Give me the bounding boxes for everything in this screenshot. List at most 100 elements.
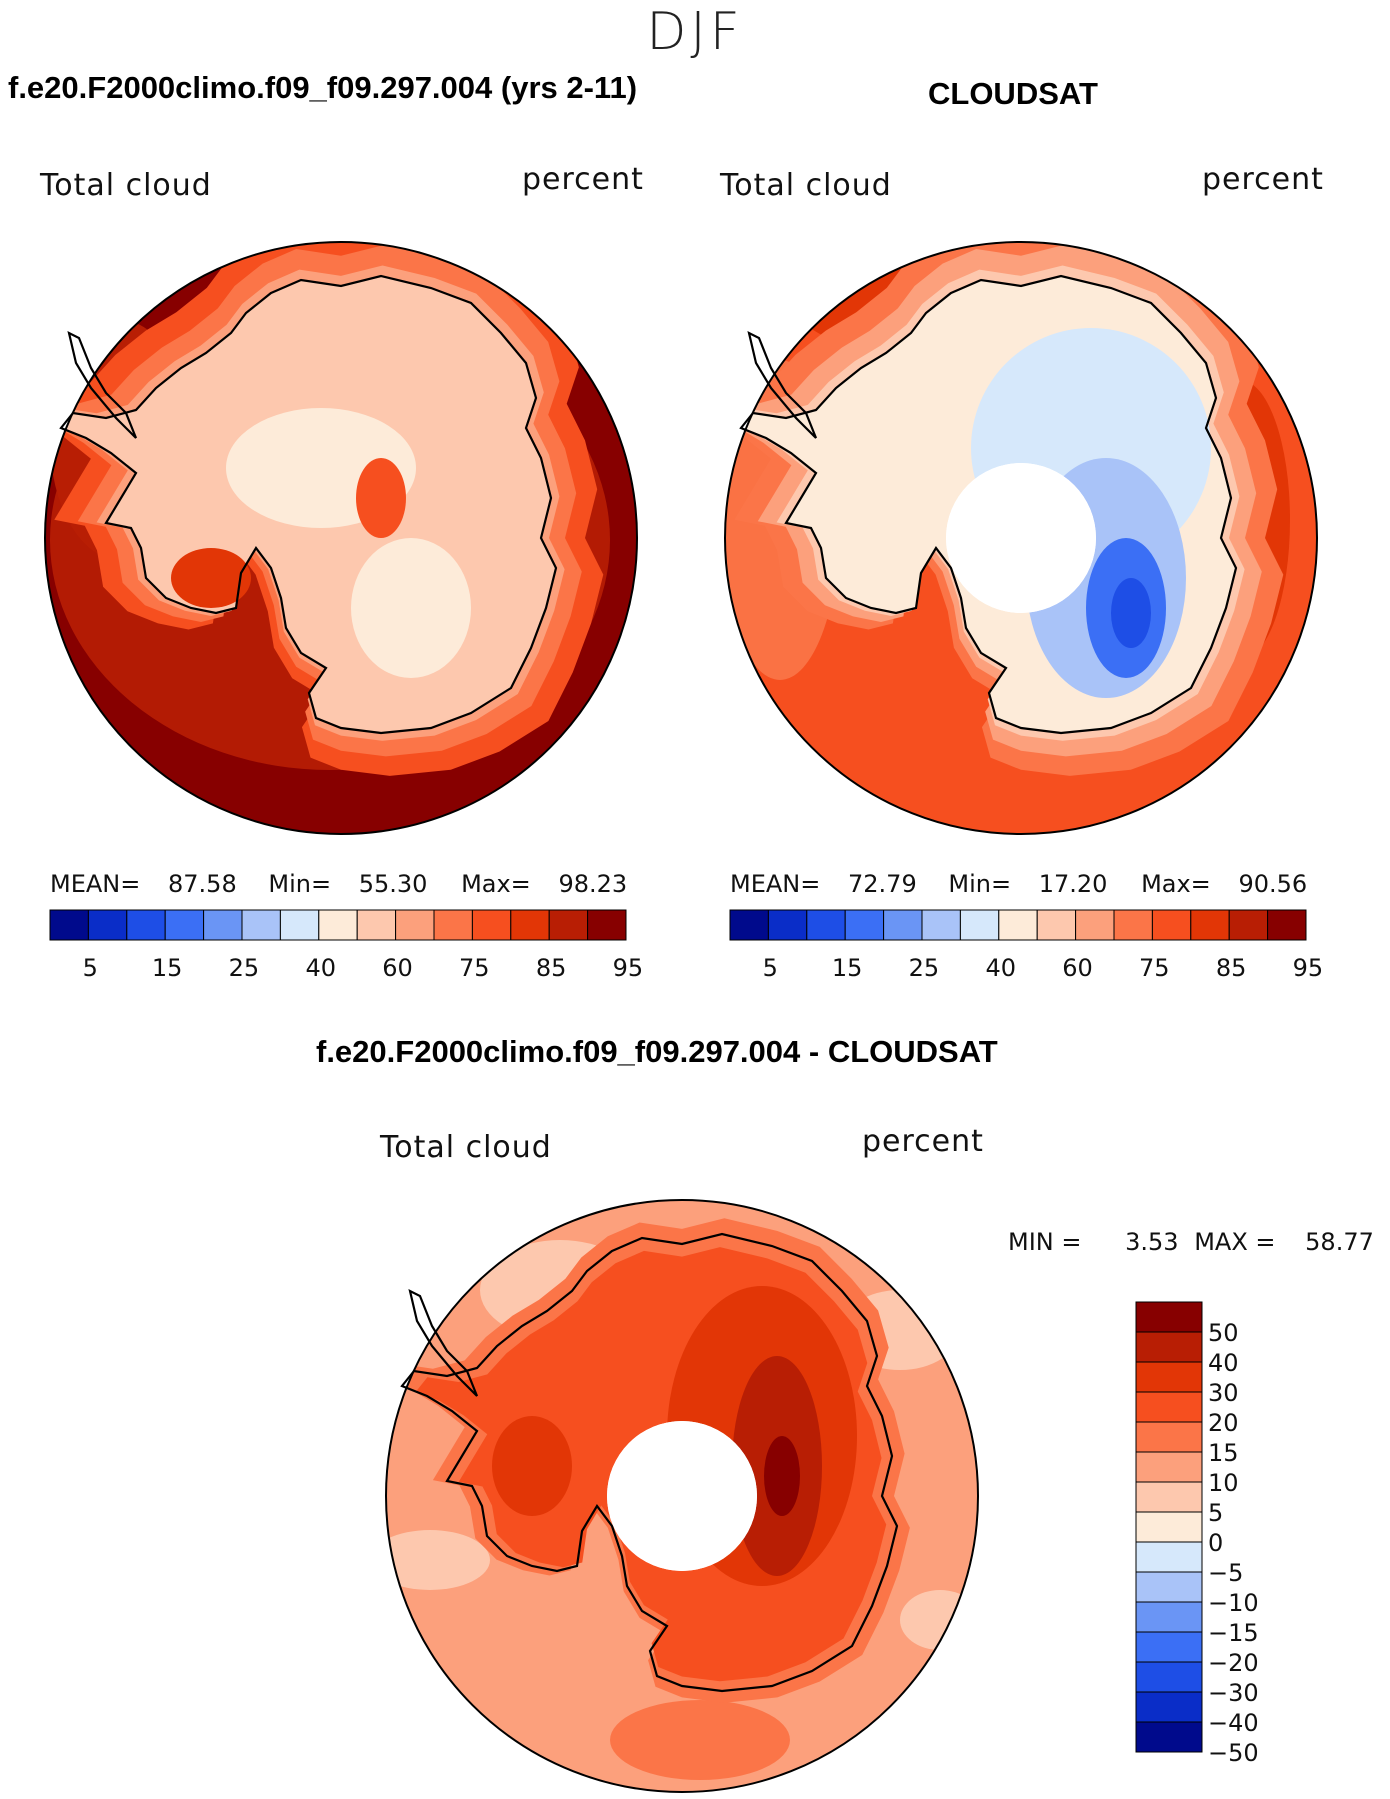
- colorbar-tick-label: 25: [228, 954, 260, 982]
- colorbar-tick-label: 50: [1208, 1319, 1239, 1347]
- colorbar-tick-label: 20: [1208, 1409, 1239, 1437]
- colorbar-swatch: [729, 909, 769, 941]
- colorbar-tick-label: 5: [1208, 1499, 1224, 1527]
- colorbar-tick-label: 0: [1208, 1529, 1224, 1557]
- colorbar-swatch: [1135, 1721, 1203, 1753]
- colorbar-tick-label: 5: [82, 954, 98, 982]
- colorbar-swatch: [1135, 1421, 1203, 1453]
- model-mean-label: MEAN=: [50, 870, 141, 898]
- colorbar-swatch: [1075, 909, 1115, 941]
- colorbar-swatch: [1113, 909, 1153, 941]
- colorbar-swatch: [1135, 1661, 1203, 1693]
- colorbar-swatch: [1151, 909, 1192, 941]
- colorbar-swatch: [587, 909, 627, 941]
- colorbar-tick-label: 60: [382, 954, 413, 982]
- model-max-value: 98.23: [558, 870, 628, 898]
- season-title: DJF: [646, 2, 744, 62]
- obs-colorbar: [729, 909, 1307, 941]
- colorbar-tick-label: 85: [535, 954, 567, 982]
- model-units-label: percent: [522, 162, 644, 197]
- obs-max-value: 90.56: [1238, 870, 1308, 898]
- colorbar-swatch: [1036, 909, 1077, 941]
- colorbar-swatch: [998, 909, 1038, 941]
- colorbar-swatch: [1190, 909, 1230, 941]
- colorbar-swatch: [279, 909, 320, 941]
- colorbar-swatch: [1135, 1481, 1203, 1513]
- colorbar-tick-label: 95: [612, 954, 644, 982]
- obs-units-label: percent: [1202, 162, 1324, 197]
- colorbar-tick-label: 60: [1062, 954, 1093, 982]
- model-mean-value: 87.58: [168, 870, 237, 898]
- model-max-label: Max=: [461, 870, 531, 898]
- model-map: [44, 241, 638, 835]
- colorbar-swatch: [806, 909, 846, 941]
- diff-min-label: MIN =: [1008, 1228, 1082, 1256]
- colorbar-swatch: [510, 909, 550, 941]
- colorbar-tick-label: −30: [1208, 1679, 1259, 1707]
- colorbar-swatch: [318, 909, 358, 941]
- obs-mean-label: MEAN=: [730, 870, 821, 898]
- colorbar-swatch: [356, 909, 397, 941]
- colorbar-swatch: [767, 909, 808, 941]
- colorbar-swatch: [395, 909, 435, 941]
- model-variable-label: Total cloud: [40, 168, 212, 203]
- colorbar-swatch: [1135, 1331, 1203, 1363]
- colorbar-tick-label: 25: [908, 954, 940, 982]
- colorbar-tick-label: 15: [151, 954, 183, 982]
- colorbar-tick-label: 40: [1208, 1349, 1239, 1377]
- diff-panel-title: f.e20.F2000climo.f09_f09.297.004 - CLOUD…: [316, 1034, 998, 1069]
- colorbar-swatch: [49, 909, 89, 941]
- model-min-label: Min=: [268, 870, 332, 898]
- obs-max-label: Max=: [1141, 870, 1211, 898]
- colorbar-tick-label: 15: [1208, 1439, 1239, 1467]
- colorbar-tick-label: 85: [1215, 954, 1247, 982]
- colorbar-swatch: [1135, 1691, 1203, 1723]
- colorbar-tick-label: −10: [1208, 1589, 1259, 1617]
- diff-units-label: percent: [862, 1124, 984, 1159]
- diff-max-label: MAX =: [1194, 1228, 1276, 1256]
- colorbar-swatch: [1228, 909, 1269, 941]
- obs-map: [724, 241, 1318, 835]
- colorbar-tick-label: 30: [1208, 1379, 1239, 1407]
- colorbar-swatch: [921, 909, 961, 941]
- diff-map: [385, 1199, 979, 1793]
- colorbar-swatch: [1135, 1571, 1203, 1603]
- colorbar-swatch: [87, 909, 128, 941]
- obs-mean-value: 72.79: [848, 870, 917, 898]
- colorbar-tick-label: −50: [1208, 1739, 1259, 1767]
- colorbar-swatch: [548, 909, 589, 941]
- colorbar-swatch: [1267, 909, 1307, 941]
- colorbar-tick-label: −15: [1208, 1619, 1259, 1647]
- obs-stats: MEAN= 72.79 Min= 17.20 Max= 90.56: [730, 870, 1307, 898]
- diff-stats: MIN = 3.53 MAX = 58.77: [1008, 1228, 1374, 1256]
- colorbar-tick-label: 75: [1139, 954, 1170, 982]
- colorbar-tick-label: 15: [831, 954, 863, 982]
- colorbar-swatch: [1135, 1391, 1203, 1423]
- colorbar-swatch: [883, 909, 923, 941]
- colorbar-tick-label: −5: [1208, 1559, 1244, 1587]
- colorbar-swatch: [203, 909, 243, 941]
- diff-colorbar: [1135, 1301, 1203, 1753]
- colorbar-swatch: [433, 909, 473, 941]
- colorbar-tick-label: 75: [459, 954, 490, 982]
- diff-min-value: 3.53: [1125, 1228, 1179, 1256]
- obs-min-label: Min=: [948, 870, 1012, 898]
- obs-panel-title: CLOUDSAT: [928, 76, 1098, 111]
- model-min-value: 55.30: [358, 870, 428, 898]
- colorbar-swatch: [1135, 1631, 1203, 1663]
- colorbar-swatch: [241, 909, 281, 941]
- diff-max-value: 58.77: [1305, 1228, 1374, 1256]
- colorbar-tick-label: 40: [985, 954, 1016, 982]
- obs-min-value: 17.20: [1038, 870, 1108, 898]
- colorbar-swatch: [1135, 1361, 1203, 1393]
- obs-variable-label: Total cloud: [720, 168, 892, 203]
- colorbar-tick-label: 40: [305, 954, 336, 982]
- colorbar-swatch: [1135, 1511, 1203, 1543]
- colorbar-swatch: [959, 909, 1000, 941]
- colorbar-swatch: [1135, 1601, 1203, 1633]
- colorbar-swatch: [844, 909, 885, 941]
- colorbar-swatch: [1135, 1451, 1203, 1483]
- colorbar-tick-label: 10: [1208, 1469, 1239, 1497]
- colorbar-swatch: [471, 909, 512, 941]
- model-colorbar: [49, 909, 627, 941]
